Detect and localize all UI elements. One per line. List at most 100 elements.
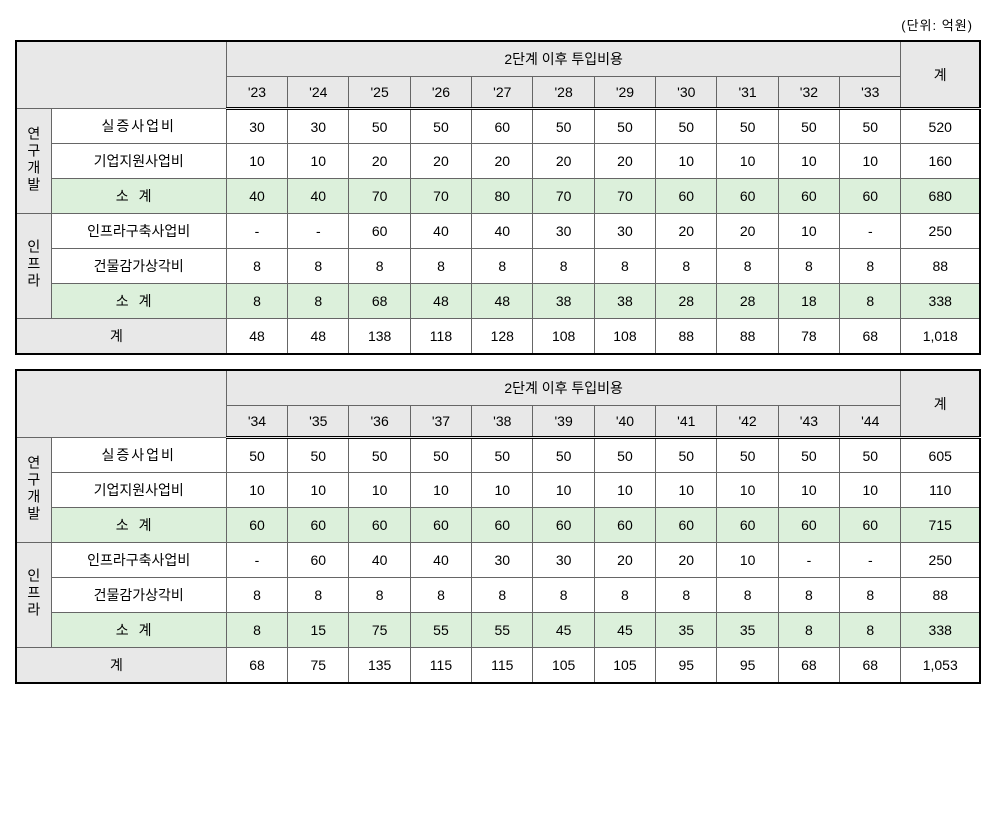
header-blank (16, 370, 226, 438)
header-year: '26 (410, 77, 471, 109)
row-label: 건물감가상각비 (51, 249, 226, 284)
table-cell: 8 (349, 249, 410, 284)
row-label: 소계 (51, 613, 226, 648)
header-year: '36 (349, 406, 410, 438)
row-total: 520 (901, 109, 980, 144)
header-year: '34 (226, 406, 287, 438)
table-cell: 60 (840, 179, 901, 214)
table-cell: 60 (594, 508, 655, 543)
grand-total: 1,053 (901, 648, 980, 684)
table-cell: - (778, 543, 839, 578)
table-cell: 10 (533, 473, 594, 508)
row-label: 인프라구축사업비 (51, 543, 226, 578)
header-year: '25 (349, 77, 410, 109)
table-row: 인프라 인프라구축사업비--6040403030202010-250 (16, 214, 980, 249)
table-cell: 10 (656, 473, 717, 508)
table-cell: 50 (840, 438, 901, 473)
table-cell: 50 (778, 438, 839, 473)
row-label: 기업지원사업비 (51, 473, 226, 508)
table-cell: 40 (349, 543, 410, 578)
header-year: '38 (472, 406, 533, 438)
table-cell: 20 (656, 543, 717, 578)
table-cell: 50 (594, 438, 655, 473)
header-group: 2단계 이후 투입비용 (226, 41, 901, 77)
header-total: 계 (901, 370, 980, 438)
table-cell: 108 (594, 319, 655, 355)
header-year: '42 (717, 406, 778, 438)
table-cell: 8 (717, 578, 778, 613)
category-research: 연구개발 (16, 109, 51, 214)
table-row: 건물감가상각비8888888888888 (16, 249, 980, 284)
row-total: 250 (901, 214, 980, 249)
row-total: 88 (901, 578, 980, 613)
table-cell: 50 (778, 109, 839, 144)
table-cell: 78 (778, 319, 839, 355)
table-cell: 105 (594, 648, 655, 684)
table-cell: 8 (226, 284, 287, 319)
table-cell: 8 (533, 249, 594, 284)
table-cell: 10 (840, 144, 901, 179)
table-cell: 8 (656, 249, 717, 284)
table-cell: 38 (533, 284, 594, 319)
row-total: 605 (901, 438, 980, 473)
header-year: '40 (594, 406, 655, 438)
table-cell: 50 (656, 438, 717, 473)
table-cell: 50 (717, 438, 778, 473)
row-total: 250 (901, 543, 980, 578)
header-blank (16, 41, 226, 109)
table-cell: 95 (656, 648, 717, 684)
table-cell: 20 (472, 144, 533, 179)
table-cell: 60 (656, 179, 717, 214)
table-cell: 60 (778, 508, 839, 543)
table-cell: 48 (288, 319, 349, 355)
table-cell: 10 (594, 473, 655, 508)
table-row: 소계8157555554545353588338 (16, 613, 980, 648)
table-cell: 10 (472, 473, 533, 508)
header-total: 계 (901, 41, 980, 109)
table-cell: 60 (226, 508, 287, 543)
category-infra: 인프라 (16, 214, 51, 319)
header-year: '39 (533, 406, 594, 438)
table-cell: 50 (717, 109, 778, 144)
table-cell: 10 (840, 473, 901, 508)
table-cell: 30 (533, 543, 594, 578)
table-cell: 60 (717, 179, 778, 214)
table-cell: 18 (778, 284, 839, 319)
row-label: 기업지원사업비 (51, 144, 226, 179)
table-cell: 108 (533, 319, 594, 355)
table-cell: 75 (349, 613, 410, 648)
table-cell: 50 (472, 438, 533, 473)
row-total: 715 (901, 508, 980, 543)
table-cell: 60 (840, 508, 901, 543)
table-cell: 95 (717, 648, 778, 684)
row-label: 소계 (51, 284, 226, 319)
table-cell: 10 (288, 144, 349, 179)
table-cell: 30 (288, 109, 349, 144)
table-cell: 70 (410, 179, 471, 214)
header-year: '28 (533, 77, 594, 109)
table-cell: 8 (410, 578, 471, 613)
row-grand-total-label: 계 (16, 648, 226, 684)
table-cell: 8 (594, 578, 655, 613)
table-cell: 88 (656, 319, 717, 355)
table-cell: 10 (349, 473, 410, 508)
table-row: 계 484813811812810810888887868 1,018 (16, 319, 980, 355)
table-cell: 8 (349, 578, 410, 613)
header-year: '33 (840, 77, 901, 109)
table-cell: 105 (533, 648, 594, 684)
table-row: 소계6060606060606060606060715 (16, 508, 980, 543)
table-cell: 60 (472, 109, 533, 144)
row-label: 인프라구축사업비 (51, 214, 226, 249)
table-cell: 50 (410, 109, 471, 144)
table-cell: 15 (288, 613, 349, 648)
category-research: 연구개발 (16, 438, 51, 543)
table-cell: 88 (717, 319, 778, 355)
table-cell: 30 (594, 214, 655, 249)
table-cell: 10 (410, 473, 471, 508)
table-cell: 40 (472, 214, 533, 249)
unit-label: (단위: 억원) (15, 15, 981, 34)
table-cell: 68 (840, 319, 901, 355)
header-year: '44 (840, 406, 901, 438)
table-cell: 40 (288, 179, 349, 214)
header-group: 2단계 이후 투입비용 (226, 370, 901, 406)
